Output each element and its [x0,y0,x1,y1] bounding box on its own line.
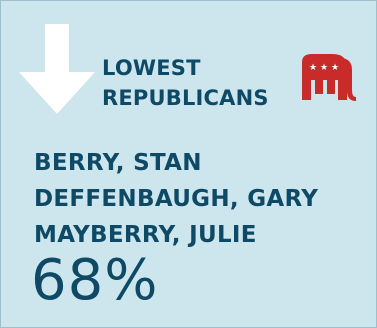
list-item: DEFFENBAUGH, GARY [34,186,319,212]
card-heading: LOWEST REPUBLICANS [102,53,269,113]
percentage-value: 68% [31,248,159,313]
republican-elephant-icon: ★ ★ ★ [302,54,356,101]
svg-text:★: ★ [320,63,328,73]
name-list: BERRY, STAN DEFFENBAUGH, GARY MAYBERRY, … [34,145,318,253]
list-item: BERRY, STAN [34,150,202,176]
down-arrow-icon [19,24,95,114]
svg-text:★: ★ [309,63,317,73]
heading-line-1: LOWEST [102,56,201,80]
heading-line-2: REPUBLICANS [102,86,269,110]
svg-text:★: ★ [331,63,339,73]
list-item: MAYBERRY, JULIE [34,222,257,248]
